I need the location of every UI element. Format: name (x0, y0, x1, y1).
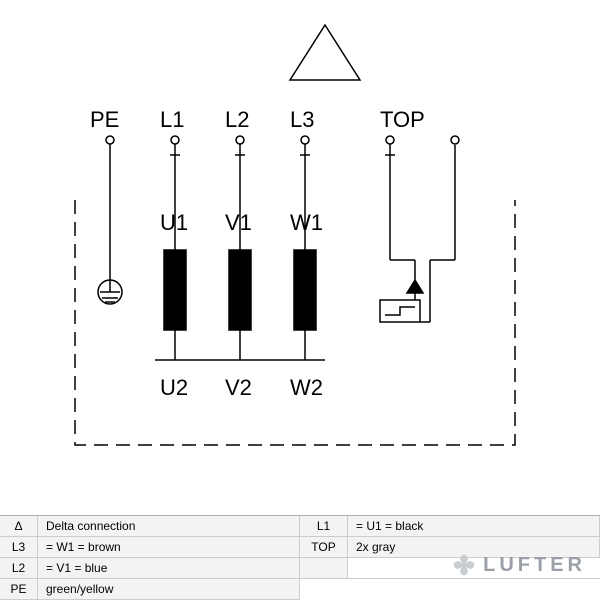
table-row: Δ Delta connection L1 = U1 = black (0, 516, 600, 537)
label-w1: W1 (290, 210, 323, 236)
schematic: PE L1 L2 L3 TOP U1 V1 W1 U2 V2 W2 (60, 15, 540, 475)
label-w2: W2 (290, 375, 323, 401)
legend-value: green/yellow (38, 579, 300, 600)
label-l1: L1 (160, 107, 184, 133)
label-l2: L2 (225, 107, 249, 133)
label-top: TOP (380, 107, 425, 133)
legend-value: = W1 = brown (38, 537, 300, 558)
delta-triangle-icon (290, 25, 360, 80)
fan-icon (451, 552, 477, 578)
legend-value (348, 579, 600, 600)
legend-key: TOP (300, 537, 348, 558)
label-v1: V1 (225, 210, 252, 236)
legend-key: Δ (0, 516, 38, 537)
legend-key: PE (0, 579, 38, 600)
legend-key: L1 (300, 516, 348, 537)
legend-key (300, 579, 348, 600)
label-u1: U1 (160, 210, 188, 236)
legend-key (300, 558, 348, 579)
legend-key: L3 (0, 537, 38, 558)
legend-key: L2 (0, 558, 38, 579)
label-u2: U2 (160, 375, 188, 401)
label-l3: L3 (290, 107, 314, 133)
brand-logo: LUFTER (451, 552, 586, 578)
label-v2: V2 (225, 375, 252, 401)
label-pe: PE (90, 107, 119, 133)
table-row: PE green/yellow (0, 579, 600, 600)
brand-text: LUFTER (483, 554, 586, 577)
legend-value: Delta connection (38, 516, 300, 537)
legend-value: = U1 = black (348, 516, 600, 537)
legend-value: = V1 = blue (38, 558, 300, 579)
schematic-svg (60, 15, 540, 475)
